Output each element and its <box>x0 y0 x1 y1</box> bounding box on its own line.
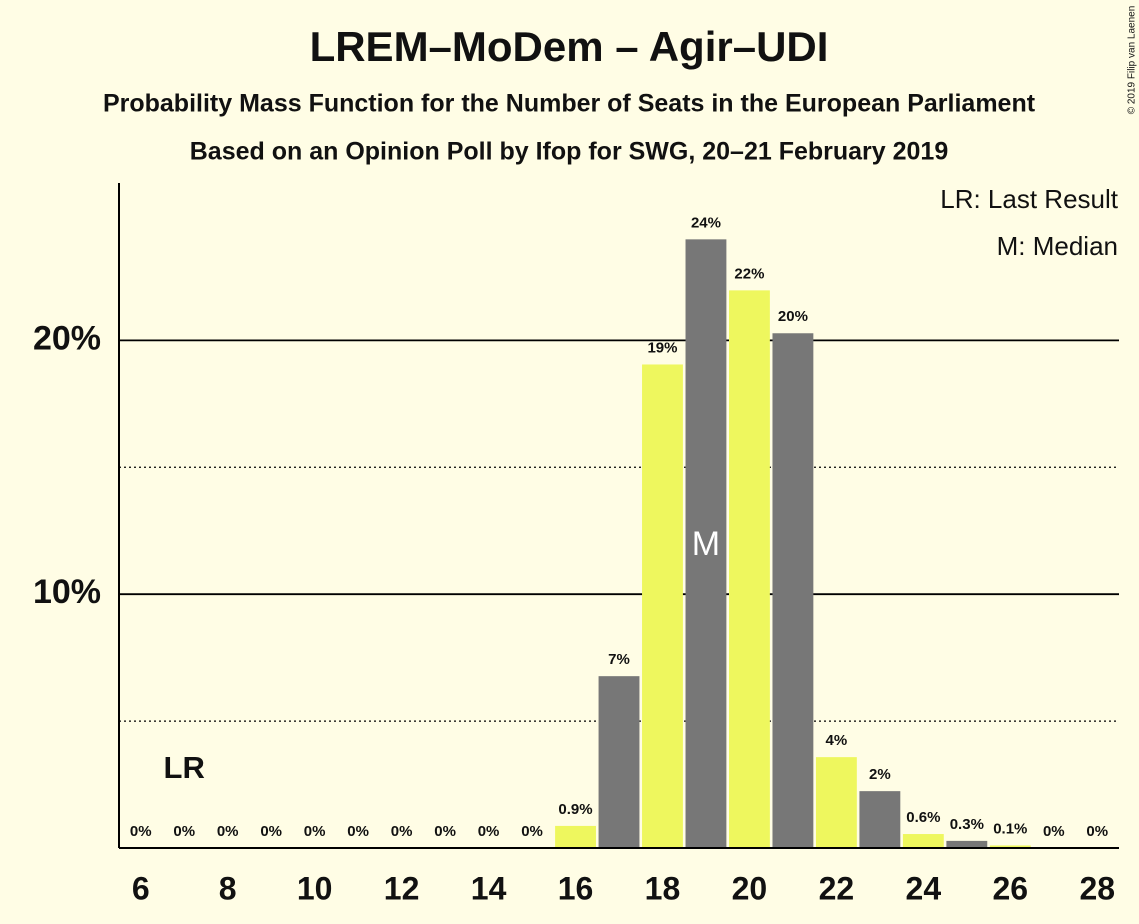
x-tick-label: 20 <box>732 870 768 906</box>
bar <box>685 239 727 848</box>
y-tick-label: 20% <box>33 319 101 357</box>
chart-subtitle: Probability Mass Function for the Number… <box>103 90 1036 118</box>
value-label: 0% <box>130 823 152 840</box>
x-tick-label: 24 <box>906 870 942 906</box>
x-tick-label: 14 <box>471 870 507 906</box>
bar <box>946 840 988 848</box>
value-label: 22% <box>734 265 764 282</box>
bar <box>555 825 596 848</box>
annotation: LR <box>164 750 205 785</box>
value-label: 24% <box>691 214 721 231</box>
x-tick-label: 28 <box>1079 870 1115 906</box>
x-tick-label: 22 <box>819 870 855 906</box>
chart-subtitle: Based on an Opinion Poll by Ifop for SWG… <box>190 138 949 166</box>
value-label: 4% <box>826 732 848 749</box>
value-label: 0.3% <box>950 816 984 833</box>
value-label: 7% <box>608 651 630 668</box>
bar <box>815 757 857 848</box>
bar <box>642 364 683 848</box>
value-label: 0% <box>1043 823 1065 840</box>
x-tick-label: 18 <box>645 870 681 906</box>
value-label: 0% <box>1086 823 1108 840</box>
bar <box>772 333 814 849</box>
value-label: 0% <box>434 823 456 840</box>
value-label: 19% <box>647 339 677 356</box>
value-label: 2% <box>869 766 891 783</box>
x-tick-label: 8 <box>219 870 237 906</box>
value-label: 0.9% <box>558 801 592 818</box>
x-tick-label: 26 <box>993 870 1029 906</box>
y-tick-label: 10% <box>33 573 101 611</box>
value-label: 0% <box>478 823 500 840</box>
bar <box>729 290 770 848</box>
value-label: 0.6% <box>906 809 940 826</box>
value-label: 0% <box>173 823 195 840</box>
annotation: M <box>692 525 720 563</box>
legend-entry: LR: Last Result <box>940 184 1119 214</box>
x-tick-label: 12 <box>384 870 420 906</box>
value-label: 0% <box>347 823 369 840</box>
x-tick-label: 10 <box>297 870 333 906</box>
bar <box>859 791 901 848</box>
value-label: 0% <box>217 823 239 840</box>
x-tick-label: 6 <box>132 870 150 906</box>
bar <box>598 676 640 848</box>
x-tick-label: 16 <box>558 870 594 906</box>
copyright: © 2019 Filip van Laenen <box>1127 6 1138 115</box>
bar <box>989 845 1031 848</box>
legend-entry: M: Median <box>997 231 1118 261</box>
chart-title: LREM–MoDem – Agir–UDI <box>310 23 829 70</box>
bar <box>902 834 944 848</box>
value-label: 0.1% <box>993 820 1027 837</box>
value-label: 0% <box>521 823 543 840</box>
value-label: 20% <box>778 308 808 325</box>
value-label: 0% <box>304 823 326 840</box>
value-label: 0% <box>260 823 282 840</box>
value-label: 0% <box>391 823 413 840</box>
